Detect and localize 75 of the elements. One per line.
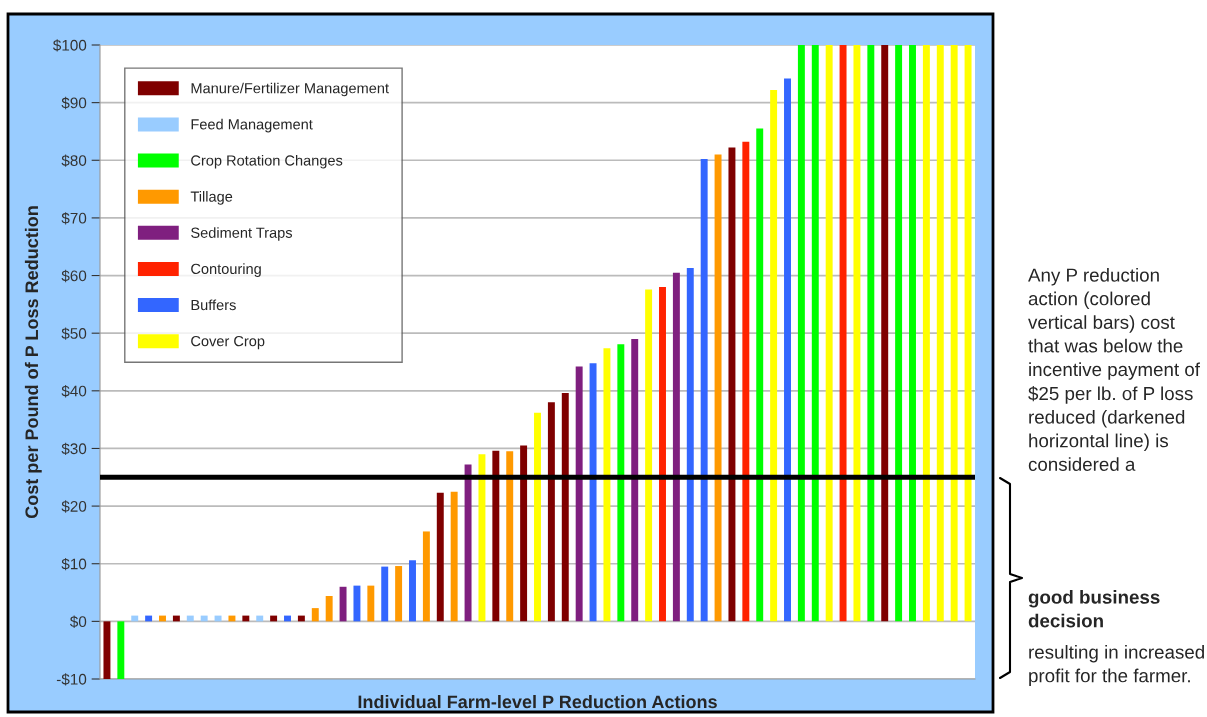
legend-label: Sediment Traps bbox=[191, 227, 293, 241]
bar bbox=[742, 141, 750, 622]
y-tick-label: $30 bbox=[61, 442, 87, 456]
bar bbox=[395, 566, 403, 622]
y-tick-label: $10 bbox=[61, 557, 87, 571]
bar bbox=[409, 560, 416, 622]
bar bbox=[922, 45, 930, 622]
bar bbox=[631, 338, 639, 622]
y-tick-label: -$10 bbox=[56, 673, 87, 686]
bar bbox=[117, 621, 125, 679]
bar bbox=[339, 586, 347, 622]
bar bbox=[492, 450, 500, 622]
legend-label: Contouring bbox=[191, 263, 261, 277]
text: resulting in increased profit for the farmer. bbox=[1029, 645, 1204, 687]
bar bbox=[464, 464, 472, 622]
bar bbox=[950, 45, 958, 622]
bar bbox=[617, 344, 625, 622]
bar bbox=[353, 585, 361, 622]
legend-label: Feed Management bbox=[191, 118, 313, 133]
bar bbox=[589, 363, 597, 622]
bar bbox=[811, 45, 819, 622]
y-tick-label: $80 bbox=[61, 154, 87, 167]
bar bbox=[575, 366, 583, 622]
legend-label: Crop Rotation Changes bbox=[191, 154, 343, 169]
bar bbox=[728, 147, 736, 622]
bar bbox=[881, 45, 889, 622]
bar bbox=[381, 566, 389, 622]
bar bbox=[450, 491, 458, 622]
text: Any P reduction action (colored vertical bars) cost that was below the incentive payment of $25 per lb. of P loss reduced (darkened horizontal line) is considered a bbox=[1028, 268, 1200, 471]
text: good business decision bbox=[1028, 590, 1160, 628]
y-tick-label: $60 bbox=[61, 269, 87, 283]
bar bbox=[839, 45, 847, 622]
y-tick-label: $70 bbox=[61, 212, 87, 225]
bar bbox=[867, 45, 875, 622]
bar bbox=[659, 287, 666, 622]
bar bbox=[714, 154, 722, 622]
bar bbox=[534, 412, 541, 622]
legend-label: Buffers bbox=[191, 299, 236, 311]
legend-label: Manure/Fertilizer Management bbox=[191, 82, 389, 97]
bar bbox=[478, 454, 486, 622]
legend-label: Cover Crop bbox=[191, 335, 265, 350]
y-tick-label: $90 bbox=[61, 96, 87, 110]
y-tick-label: $40 bbox=[61, 385, 87, 398]
bar bbox=[853, 45, 861, 622]
bar bbox=[797, 45, 805, 622]
bar bbox=[422, 531, 430, 622]
bar bbox=[756, 128, 764, 622]
bar bbox=[367, 585, 375, 622]
bar bbox=[603, 348, 611, 622]
bar bbox=[909, 45, 916, 622]
legend-label: Tillage bbox=[190, 191, 233, 205]
bar bbox=[520, 445, 528, 622]
x-axis-title: Individual Farm-level P Reduction Actions bbox=[358, 694, 717, 709]
bar bbox=[672, 272, 680, 622]
bar bbox=[964, 45, 972, 622]
bar bbox=[547, 402, 555, 622]
y-tick-label: $100 bbox=[52, 39, 87, 52]
bar bbox=[686, 268, 694, 622]
y-tick-label: $20 bbox=[61, 500, 87, 513]
bar bbox=[895, 45, 903, 622]
bar bbox=[825, 45, 833, 622]
bar bbox=[506, 451, 514, 622]
bar bbox=[784, 78, 791, 622]
y-axis-title: Cost per Pound of P Loss Reduction bbox=[24, 206, 42, 519]
y-tick-label: $0 bbox=[69, 615, 87, 628]
y-tick-label: $50 bbox=[61, 327, 87, 340]
bar bbox=[436, 492, 444, 622]
bar bbox=[311, 608, 319, 622]
bar bbox=[325, 596, 333, 622]
bar bbox=[700, 159, 708, 622]
bar bbox=[561, 393, 569, 622]
bar bbox=[645, 289, 653, 622]
bar bbox=[103, 621, 111, 679]
bar bbox=[936, 45, 944, 622]
bar bbox=[770, 89, 778, 622]
